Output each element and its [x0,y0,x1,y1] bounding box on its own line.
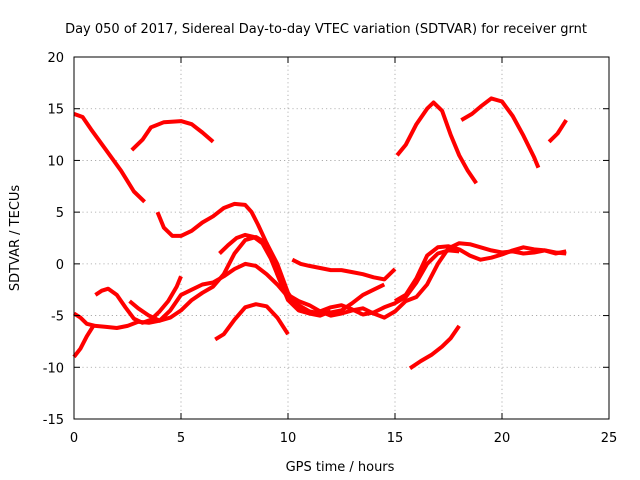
x-tick-label: 0 [70,431,78,446]
series-arc-7 [214,302,290,342]
series-arc-10 [393,244,567,303]
series-arc-11 [395,100,478,185]
series-arc-14 [408,324,461,370]
plot-frame [73,56,610,420]
y-tick-label: 15 [47,103,64,118]
y-tick-label: 5 [56,206,64,221]
x-tick-label: 10 [280,431,297,446]
y-tick-label: -15 [43,413,64,428]
x-tick-label: 25 [601,431,618,446]
x-axis-label: GPS time / hours [286,460,395,475]
y-tick-label: -5 [51,310,64,325]
series-arc-12 [460,96,541,169]
series-arc-13 [547,119,568,144]
y-tick-label: 20 [47,51,64,66]
x-tick-label: 20 [494,431,511,446]
y-tick-label: 10 [47,154,64,169]
x-tick-label: 5 [177,431,185,446]
ticks: 0 5 10 15 20 25 -15 -10 -5 0 5 10 15 20 [43,51,618,446]
series-arc-9 [291,257,397,282]
y-tick-label: -10 [43,361,64,376]
series-arc-1 [73,112,146,204]
y-axis-label: SDTVAR / TECUs [8,185,23,292]
series-group [72,96,568,370]
chart-title: Day 050 of 2017, Sidereal Day-to-day VTE… [65,22,587,37]
series-arc-15 [72,324,95,359]
x-tick-label: 15 [387,431,404,446]
series-arc-2 [130,119,215,152]
series-arc-5 [94,275,183,325]
y-tick-label: 0 [56,258,64,273]
